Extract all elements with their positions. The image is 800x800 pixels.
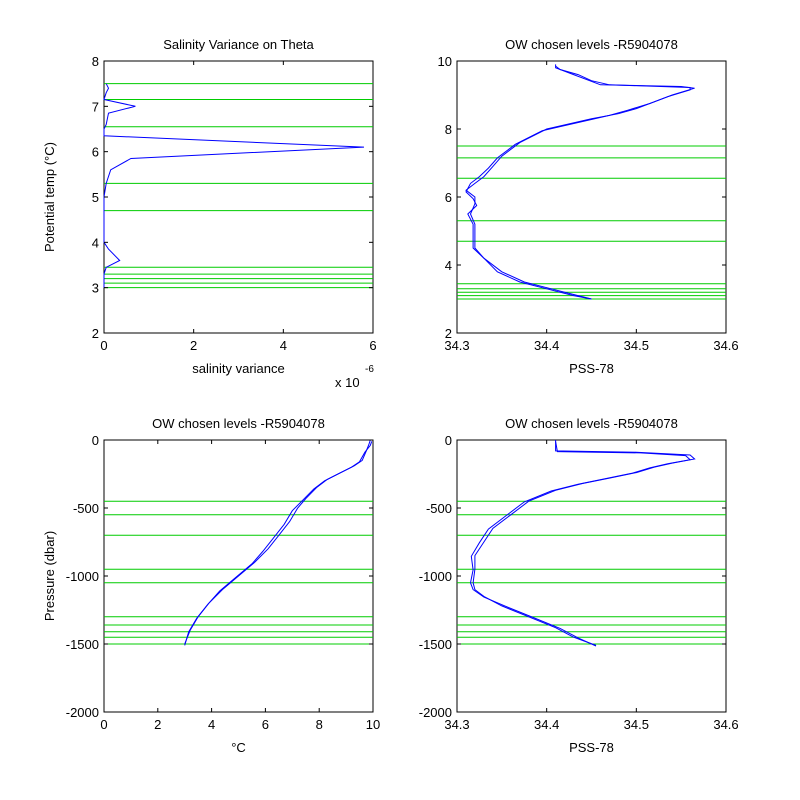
x-tick-label: 10 xyxy=(366,717,380,732)
chart-title: OW chosen levels -R5904078 xyxy=(505,37,678,52)
y-tick-label: 2 xyxy=(92,326,99,341)
chart-panel-3: 0 2 4 6 8 10 -2000 -1500 -1000 -500 0 OW chosen lev… xyxy=(42,416,380,755)
y-tick-label: 7 xyxy=(92,99,99,114)
x-tick-label: 0 xyxy=(100,338,107,353)
x-axis-multiplier: x 10 xyxy=(335,375,360,390)
x-axis-exponent: -6 xyxy=(365,364,374,375)
x-tick-label: 34.6 xyxy=(713,717,738,732)
x-tick-label: 34.5 xyxy=(624,338,649,353)
x-axis-label: PSS-78 xyxy=(569,740,614,755)
y-tick-label: -2000 xyxy=(66,705,99,720)
y-tick-label: 3 xyxy=(92,281,99,296)
y-tick-label: -1500 xyxy=(66,637,99,652)
x-tick-label: 34.3 xyxy=(444,338,469,353)
y-tick-label: 5 xyxy=(92,190,99,205)
x-tick-label: 4 xyxy=(208,717,215,732)
y-tick-label: 6 xyxy=(92,145,99,160)
x-tick-label: 34.5 xyxy=(624,717,649,732)
x-axis-label: PSS-78 xyxy=(569,361,614,376)
x-tick-label: 4 xyxy=(280,338,287,353)
series-line-2 xyxy=(184,441,373,646)
y-axis-label: Pressure (dbar) xyxy=(42,531,57,621)
x-tick-label: 2 xyxy=(154,717,161,732)
x-tick-label: 0 xyxy=(100,717,107,732)
y-tick-label: -1000 xyxy=(419,569,452,584)
x-tick-label: 6 xyxy=(262,717,269,732)
plot-area-frame xyxy=(456,60,727,334)
y-axis-label: Potential temp (°C) xyxy=(42,142,57,252)
y-tick-label: 0 xyxy=(92,433,99,448)
x-tick-label: 34.3 xyxy=(444,717,469,732)
x-tick-label: 8 xyxy=(316,717,323,732)
series-line-2 xyxy=(465,65,691,300)
x-tick-label: 6 xyxy=(369,338,376,353)
x-tick-label: 2 xyxy=(190,338,197,353)
x-tick-label: 34.4 xyxy=(534,717,559,732)
y-tick-label: 10 xyxy=(438,54,452,69)
y-tick-label: 8 xyxy=(92,54,99,69)
series-line-1 xyxy=(103,83,365,288)
y-tick-label: 2 xyxy=(445,326,452,341)
x-axis-label: °C xyxy=(231,740,246,755)
y-tick-label: 0 xyxy=(445,433,452,448)
plot-area-frame xyxy=(456,439,727,713)
x-tick-label: 34.4 xyxy=(534,338,559,353)
chart-title: OW chosen levels -R5904078 xyxy=(152,416,325,431)
y-tick-label: -2000 xyxy=(419,705,452,720)
series-line-2 xyxy=(469,441,692,647)
y-tick-label: 4 xyxy=(92,235,99,250)
x-tick-label: 34.6 xyxy=(713,338,738,353)
chart-panel-4: 34.3 34.4 34.5 34.6 -2000 -1500 -1000 -500 0 OW c… xyxy=(419,416,739,755)
y-tick-label: -500 xyxy=(426,501,452,516)
plot-area-frame xyxy=(103,60,374,334)
y-tick-label: 4 xyxy=(445,258,452,273)
x-axis-label: salinity variance xyxy=(192,361,285,376)
y-tick-label: -1500 xyxy=(419,637,452,652)
y-tick-label: 6 xyxy=(445,190,452,205)
series-line-1 xyxy=(472,440,696,646)
chart-title: OW chosen levels -R5904078 xyxy=(505,416,678,431)
y-tick-label: -1000 xyxy=(66,569,99,584)
y-tick-label: -500 xyxy=(73,501,99,516)
chart-title: Salinity Variance on Theta xyxy=(163,37,314,52)
y-tick-label: 8 xyxy=(445,122,452,137)
chart-panel-2: 34.3 34.4 34.5 34.6 2 4 6 8 10 OW chosen levels -… xyxy=(438,37,739,376)
